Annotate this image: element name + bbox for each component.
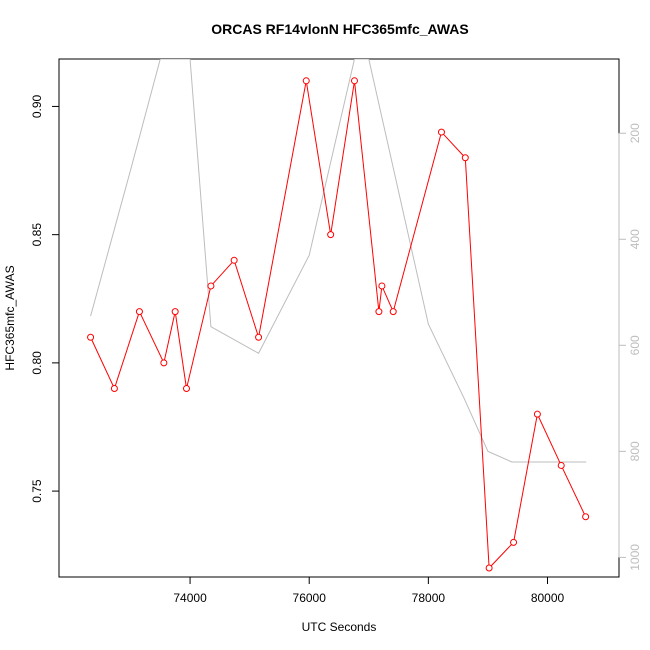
data-point [437,128,445,136]
data-point [582,513,590,521]
data-point [327,231,335,239]
y2-tick-label: 800 [628,441,642,461]
y-tick-label: 0.75 [30,479,44,503]
data-point [533,410,541,418]
y-tick-label: 0.90 [30,94,44,118]
x-tick-label: 74000 [173,591,207,605]
data-point [485,564,493,572]
x-tick-label: 78000 [412,591,446,605]
y-axis: 0.75 0.80 0.85 0.90 [30,94,60,503]
chart-title: ORCAS RF14vlonN HFC365mfc_AWAS [211,21,469,37]
hfc365mfc-series-line [90,80,587,570]
x-axis: 74000 76000 78000 80000 [173,576,565,605]
y2-tick-label: 400 [628,229,642,249]
y2-tick-label: 200 [628,123,642,143]
y2-tick-label: 600 [628,335,642,355]
data-point [171,308,179,316]
x-tick-label: 80000 [531,591,565,605]
data-point [461,154,469,162]
y-axis-title: HFC365mfc_AWAS [3,265,17,370]
data-point [182,385,190,393]
x-axis-title: UTC Seconds [302,620,377,634]
y2-tick-label: 1000 [628,544,642,571]
data-point [350,77,358,85]
data-point [375,308,383,316]
data-point [378,282,386,290]
data-point [160,359,168,367]
data-point [110,385,118,393]
altitude-series-line [90,59,587,463]
data-point [389,308,397,316]
x-tick-label: 76000 [293,591,327,605]
data-point [230,256,238,264]
y-tick-label: 0.80 [30,351,44,375]
y2-axis-right: 200 400 600 800 1000 [618,123,642,571]
series-layer [87,59,590,572]
data-point [510,538,518,546]
y-tick-label: 0.85 [30,223,44,247]
data-point [557,461,565,469]
data-point [255,333,263,341]
data-point [87,333,95,341]
data-point [135,308,143,316]
data-point [302,77,310,85]
data-point [207,282,215,290]
